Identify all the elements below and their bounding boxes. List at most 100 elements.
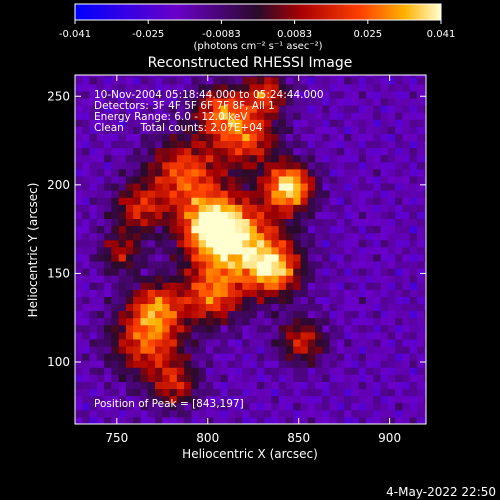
- heatmap-cell: [373, 346, 382, 354]
- heatmap-cell: [118, 360, 127, 368]
- heatmap-cell: [184, 289, 192, 297]
- heatmap-cell: [315, 317, 323, 326]
- heatmap-cell: [184, 374, 192, 382]
- heatmap-cell: [104, 197, 112, 205]
- heatmap-cell: [307, 183, 316, 191]
- heatmap-cell: [220, 75, 229, 78]
- heatmap-cell: [242, 310, 251, 319]
- heatmap-cell: [169, 367, 178, 375]
- heatmap-cell: [402, 388, 411, 397]
- heatmap-cell: [96, 76, 105, 85]
- heatmap-cell: [256, 296, 265, 305]
- heatmap-cell: [373, 204, 382, 212]
- heatmap-cell: [82, 346, 91, 354]
- heatmap-cell: [264, 197, 272, 205]
- heatmap-cell: [118, 218, 127, 227]
- heatmap-cell: [373, 367, 382, 375]
- heatmap-cell: [235, 261, 243, 269]
- heatmap-cell: [365, 76, 374, 85]
- heatmap-cell: [162, 360, 171, 368]
- heatmap-cell: [365, 324, 374, 333]
- heatmap-cell: [351, 388, 360, 397]
- heatmap-cell: [373, 331, 382, 340]
- heatmap-cell: [184, 246, 192, 255]
- heatmap-cell: [89, 324, 98, 333]
- heatmap-cell: [424, 76, 426, 85]
- heatmap-cell: [89, 353, 98, 361]
- heatmap-cell: [387, 374, 396, 382]
- heatmap-cell: [322, 75, 331, 78]
- heatmap-cell: [278, 119, 287, 127]
- heatmap-cell: [322, 317, 331, 326]
- heatmap-cell: [133, 119, 141, 127]
- heatmap-cell: [227, 161, 236, 170]
- heatmap-cell: [176, 75, 185, 78]
- heatmap-cell: [256, 75, 265, 78]
- heatmap-cell: [118, 310, 127, 319]
- heatmap-cell: [380, 147, 389, 156]
- heatmap-cell: [198, 225, 207, 234]
- heatmap-cell: [118, 147, 127, 156]
- heatmap-cell: [111, 225, 120, 234]
- heatmap-cell: [358, 310, 367, 319]
- heatmap-cell: [365, 161, 374, 170]
- heatmap-cell: [82, 140, 91, 149]
- heatmap-cell: [315, 75, 323, 78]
- heatmap-cell: [402, 75, 411, 78]
- heatmap-cell: [329, 140, 338, 149]
- heatmap-cell: [307, 90, 316, 99]
- heatmap-cell: [409, 161, 418, 170]
- heatmap-cell: [256, 232, 265, 241]
- heatmap-cell: [176, 119, 185, 127]
- heatmap-cell: [358, 253, 367, 262]
- heatmap-cell: [75, 133, 83, 142]
- heatmap-cell: [344, 289, 352, 297]
- heatmap-cell: [125, 310, 134, 319]
- heatmap-cell: [140, 112, 149, 120]
- heatmap-cell: [111, 360, 120, 368]
- heatmap-cell: [278, 183, 287, 191]
- heatmap-cell: [285, 119, 294, 127]
- heatmap-cell: [271, 232, 280, 241]
- heatmap-cell: [271, 75, 280, 78]
- heatmap-cell: [184, 346, 192, 354]
- heatmap-cell: [344, 183, 352, 191]
- heatmap-cell: [271, 211, 280, 219]
- heatmap-cell: [373, 360, 382, 368]
- heatmap-cell: [278, 232, 287, 241]
- heatmap-cell: [205, 218, 214, 227]
- heatmap-cell: [198, 98, 207, 106]
- heatmap-cell: [293, 211, 302, 219]
- heatmap-cell: [249, 83, 258, 92]
- heatmap-cell: [315, 239, 323, 248]
- heatmap-cell: [191, 147, 200, 156]
- heatmap-cell: [395, 388, 403, 397]
- heatmap-cell: [395, 83, 403, 92]
- heatmap-cell: [365, 310, 374, 319]
- heatmap-cell: [249, 147, 258, 156]
- heatmap-cell: [380, 402, 389, 411]
- heatmap-cell: [133, 296, 141, 305]
- heatmap-cell: [227, 126, 236, 134]
- heatmap-cell: [380, 395, 389, 404]
- heatmap-cell: [198, 239, 207, 248]
- heatmap-cell: [184, 147, 192, 156]
- heatmap-cell: [285, 324, 294, 333]
- heatmap-cell: [184, 112, 192, 120]
- heatmap-cell: [118, 183, 127, 191]
- heatmap-cell: [133, 353, 141, 361]
- heatmap-cell: [300, 133, 309, 142]
- heatmap-cell: [242, 416, 251, 424]
- heatmap-cell: [176, 353, 185, 361]
- heatmap-cell: [82, 218, 91, 227]
- heatmap-cell: [373, 253, 382, 262]
- heatmap-cell: [373, 190, 382, 198]
- heatmap-cell: [322, 126, 331, 134]
- heatmap-cell: [395, 218, 403, 227]
- heatmap-cell: [162, 75, 171, 78]
- heatmap-cell: [191, 317, 200, 326]
- heatmap-cell: [293, 268, 302, 276]
- heatmap-cell: [184, 338, 192, 347]
- heatmap-cell: [402, 261, 411, 269]
